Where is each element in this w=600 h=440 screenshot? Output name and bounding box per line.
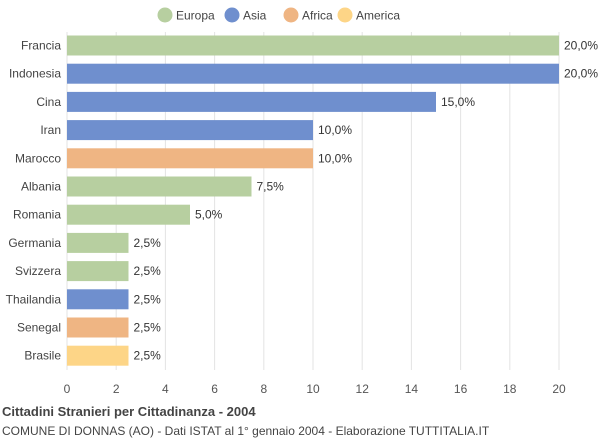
x-tick-label: 2 bbox=[113, 382, 120, 396]
legend-label: Asia bbox=[243, 9, 267, 23]
category-label: Senegal bbox=[17, 321, 61, 335]
category-label: Thailandia bbox=[6, 292, 62, 306]
category-label: Marocco bbox=[15, 151, 61, 165]
bar bbox=[67, 63, 559, 84]
x-axis-ticks: 0 2 4 6 8 10 12 14 16 18 20 bbox=[64, 382, 566, 396]
legend-swatch bbox=[157, 7, 173, 23]
bar bbox=[67, 261, 129, 282]
value-label: 2,5% bbox=[134, 349, 162, 363]
value-labels: 20,0% 20,0% 15,0% 10,0% 10,0% 7,5% 5,0% 2,5% 2,5… bbox=[134, 39, 599, 363]
bars bbox=[67, 35, 559, 366]
x-tick-label: 8 bbox=[260, 382, 267, 396]
category-label: Indonesia bbox=[9, 67, 61, 81]
category-label: Svizzera bbox=[15, 264, 61, 278]
value-label: 2,5% bbox=[134, 292, 162, 306]
category-label: Romania bbox=[13, 208, 61, 222]
category-label: Brasile bbox=[24, 349, 61, 363]
bar bbox=[67, 317, 129, 338]
bar bbox=[67, 289, 129, 310]
x-tick-label: 18 bbox=[503, 382, 517, 396]
legend-label: Africa bbox=[302, 9, 333, 23]
value-label: 20,0% bbox=[564, 67, 598, 81]
legend-swatch bbox=[224, 7, 240, 23]
x-tick-label: 12 bbox=[356, 382, 370, 396]
x-tick-label: 0 bbox=[64, 382, 71, 396]
bar bbox=[67, 35, 559, 56]
x-tick-label: 16 bbox=[454, 382, 468, 396]
chart-subtitle: COMUNE DI DONNAS (AO) - Dati ISTAT al 1°… bbox=[2, 424, 490, 438]
bar bbox=[67, 120, 313, 141]
value-label: 2,5% bbox=[134, 236, 162, 250]
value-label: 10,0% bbox=[318, 123, 352, 137]
legend-label: Europa bbox=[176, 9, 215, 23]
x-tick-label: 10 bbox=[306, 382, 320, 396]
legend-swatch bbox=[337, 7, 353, 23]
value-label: 15,0% bbox=[441, 95, 475, 109]
x-tick-label: 6 bbox=[211, 382, 218, 396]
x-tick-label: 14 bbox=[405, 382, 419, 396]
bar bbox=[67, 232, 129, 253]
value-label: 2,5% bbox=[134, 321, 162, 335]
value-label: 5,0% bbox=[195, 208, 223, 222]
value-label: 7,5% bbox=[257, 180, 285, 194]
chart-title: Cittadini Stranieri per Cittadinanza - 2… bbox=[2, 404, 256, 419]
value-label: 20,0% bbox=[564, 39, 598, 53]
bar bbox=[67, 176, 252, 197]
category-label: Iran bbox=[40, 123, 61, 137]
value-label: 2,5% bbox=[134, 264, 162, 278]
value-label: 10,0% bbox=[318, 151, 352, 165]
bar bbox=[67, 345, 129, 366]
bar bbox=[67, 91, 436, 112]
legend: Europa Asia Africa America bbox=[157, 7, 400, 23]
bar-chart: Europa Asia Africa America Francia Indonesia… bbox=[6, 7, 599, 396]
category-label: Cina bbox=[36, 95, 61, 109]
legend-label: America bbox=[356, 9, 400, 23]
category-label: Albania bbox=[21, 180, 61, 194]
legend-swatch bbox=[283, 7, 299, 23]
category-label: Germania bbox=[8, 236, 61, 250]
x-tick-label: 20 bbox=[552, 382, 566, 396]
x-tick-label: 4 bbox=[162, 382, 169, 396]
bar bbox=[67, 148, 313, 169]
bar bbox=[67, 204, 190, 225]
category-label: Francia bbox=[21, 39, 61, 53]
grid bbox=[66, 32, 560, 370]
category-labels: Francia Indonesia Cina Iran Marocco Albania Ro… bbox=[6, 39, 62, 363]
